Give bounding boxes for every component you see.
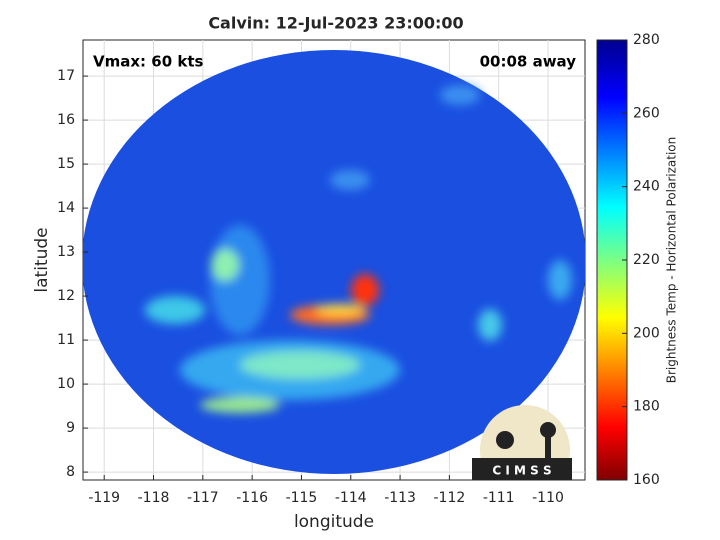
x-tick-label: -110 [532, 490, 564, 506]
y-tick-label: 8 [66, 464, 75, 480]
x-tick-label: -111 [483, 490, 515, 506]
x-tick-label: -118 [138, 490, 170, 506]
colorbar-tick-label: 240 [633, 179, 660, 195]
y-tick-label: 10 [57, 376, 75, 392]
colorbar-label: Brightness Temp - Horizontal Polarizatio… [665, 137, 679, 384]
x-tick-label: -117 [187, 490, 219, 506]
x-tick-label: -119 [88, 490, 120, 506]
y-tick-label: 15 [57, 156, 75, 172]
colorbar-tick-label: 260 [633, 105, 660, 121]
y-tick-label: 14 [57, 200, 75, 216]
x-axis-label: longitude [294, 512, 374, 532]
colorbar-tick-label: 280 [633, 32, 660, 48]
y-tick-label: 17 [57, 68, 75, 84]
logo-text: C I M S S [492, 464, 551, 478]
colorbar-tick-label: 220 [633, 252, 660, 268]
annotation: 00:08 away [480, 53, 577, 71]
colorbar-tick-label: 200 [633, 325, 660, 341]
chart-title: Calvin: 12-Jul-2023 23:00:00 [208, 14, 463, 33]
y-axis-label: latitude [32, 227, 52, 292]
satellite-image: C I M S S [83, 50, 585, 480]
x-tick-label: -112 [434, 490, 466, 506]
colorbar-tick-label: 180 [633, 399, 660, 415]
y-tick-label: 13 [57, 244, 75, 260]
y-tick-label: 12 [57, 288, 75, 304]
x-tick-label: -114 [335, 490, 367, 506]
x-tick-label: -116 [236, 490, 268, 506]
y-tick-label: 16 [57, 112, 75, 128]
y-tick-label: 9 [66, 420, 75, 436]
y-tick-label: 11 [57, 332, 75, 348]
x-tick-label: -113 [384, 490, 416, 506]
cimss-logo: C I M S S [472, 405, 572, 480]
x-tick-label: -115 [286, 490, 318, 506]
annotation: Vmax: 60 kts [93, 53, 203, 71]
colorbar-tick-label: 160 [633, 472, 660, 488]
